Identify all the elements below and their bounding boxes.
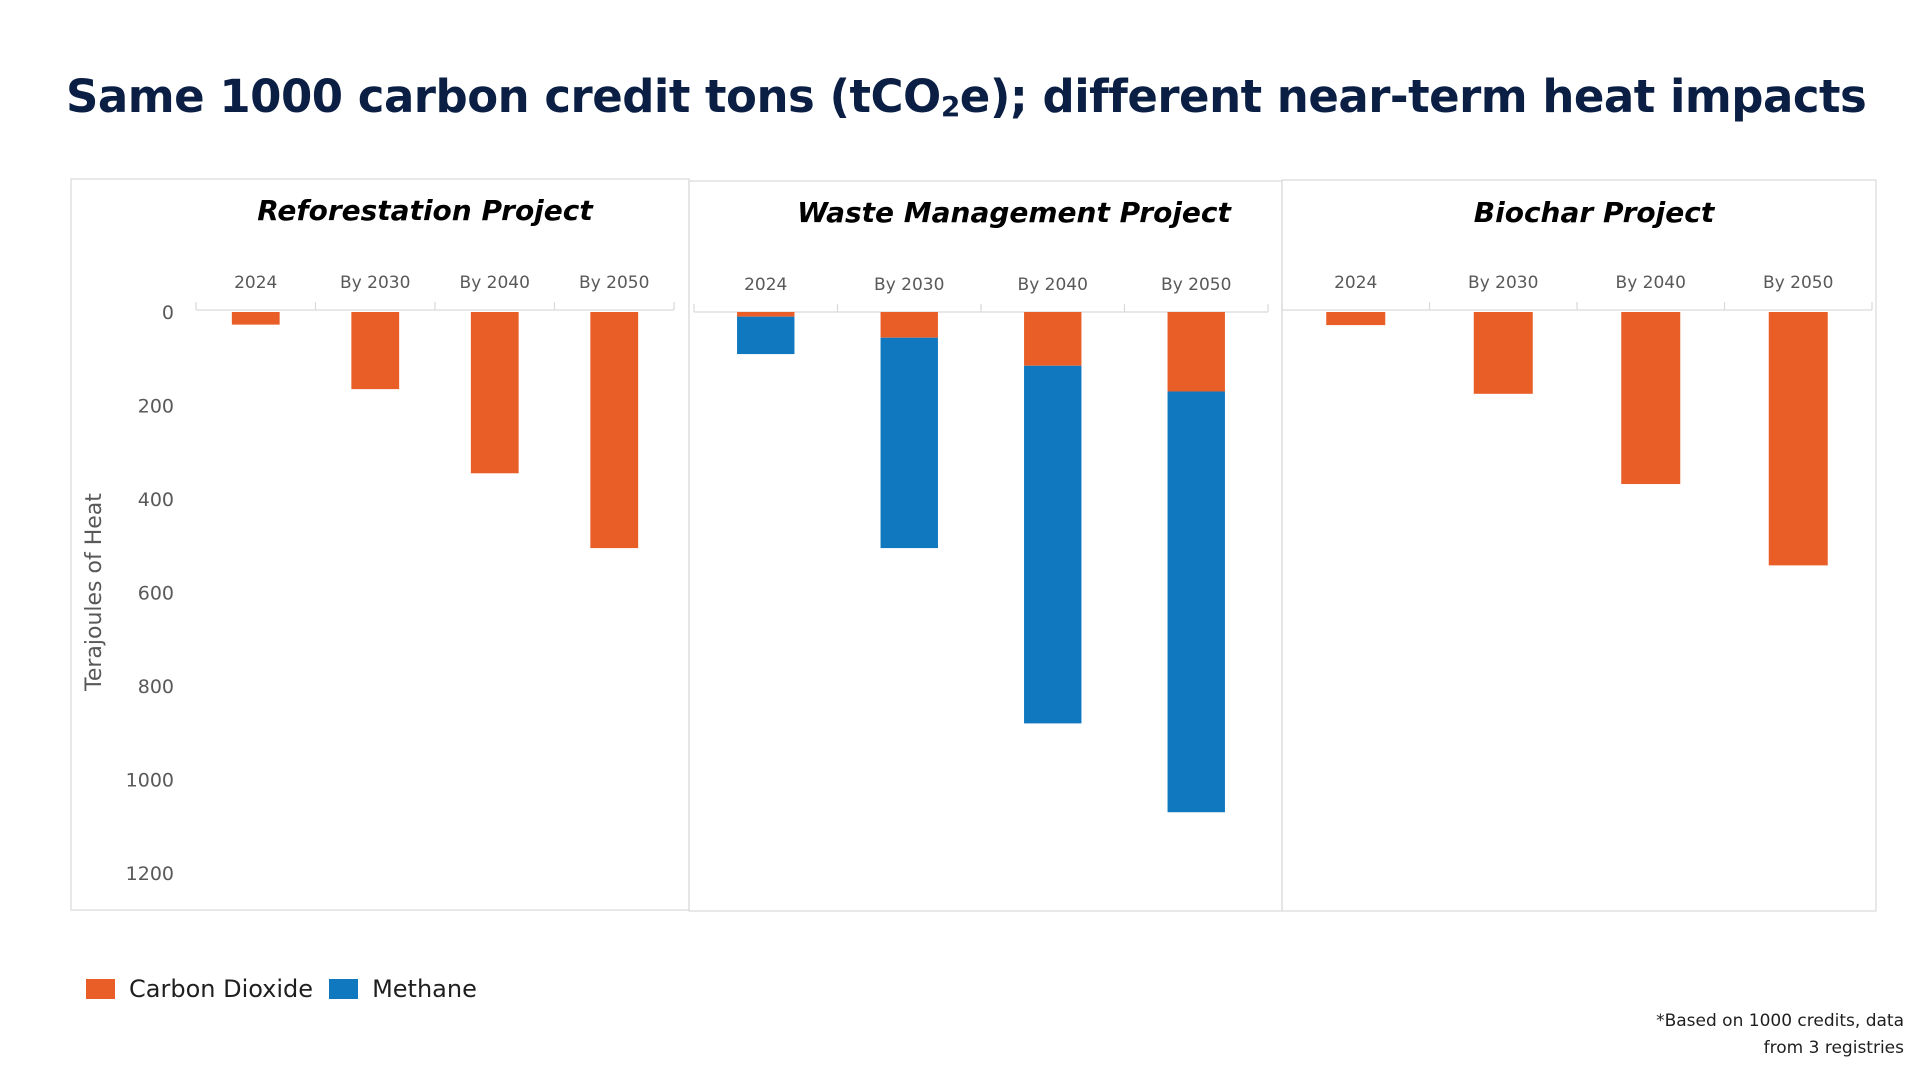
category-label-reforestation-project-by-2030: By 2030: [340, 273, 410, 293]
y-axis-title: Terajoules of Heat: [82, 493, 107, 692]
category-label-biochar-project-2024: 2024: [1334, 273, 1377, 293]
bar-waste-management-project-by-2040-carbon-dioxide: [1024, 312, 1082, 366]
page-title: Same 1000 carbon credit tons (tCO2e); di…: [66, 70, 1867, 123]
footnote: *Based on 1000 credits, data from 3 regi…: [1656, 1008, 1904, 1062]
y-tick-label: 1200: [126, 863, 174, 885]
category-label-biochar-project-by-2030: By 2030: [1468, 273, 1538, 293]
panel-title-waste-management-project: Waste Management Project: [797, 196, 1232, 229]
panel-title-biochar-project: Biochar Project: [1474, 196, 1716, 229]
panel-title-reforestation-project: Reforestation Project: [257, 194, 594, 227]
category-label-reforestation-project-2024: 2024: [234, 273, 277, 293]
bar-waste-management-project-by-2050-methane: [1167, 391, 1225, 813]
bar-biochar-project-by-2040-carbon-dioxide: [1621, 312, 1681, 485]
y-tick-label: 1000: [126, 770, 174, 792]
legend-swatch-methane: [329, 979, 359, 999]
bar-waste-management-project-by-2050-carbon-dioxide: [1167, 312, 1225, 392]
legend-label-carbon-dioxide: Carbon Dioxide: [129, 975, 314, 1003]
legend-item-methane: Methane: [329, 975, 477, 1003]
legend-item-carbon-dioxide: Carbon Dioxide: [86, 975, 313, 1003]
bar-waste-management-project-2024-carbon-dioxide: [737, 312, 795, 317]
category-label-reforestation-project-by-2050: By 2050: [579, 273, 649, 293]
legend-label-methane: Methane: [372, 975, 477, 1003]
bar-waste-management-project-by-2030-methane: [880, 337, 938, 549]
title-subscript: 2: [940, 90, 960, 123]
y-tick-label: 200: [138, 396, 174, 418]
category-label-waste-management-project-2024: 2024: [744, 275, 787, 295]
title-prefix: Same 1000 carbon credit tons (tCO: [66, 70, 941, 123]
category-label-biochar-project-by-2050: By 2050: [1763, 273, 1833, 293]
panel-border-3: [1281, 179, 1877, 912]
y-tick-label: 600: [138, 583, 174, 605]
bar-waste-management-project-by-2030-carbon-dioxide: [880, 312, 938, 338]
category-label-waste-management-project-by-2050: By 2050: [1161, 275, 1231, 295]
bar-reforestation-project-2024-carbon-dioxide: [231, 312, 280, 325]
category-label-waste-management-project-by-2040: By 2040: [1018, 275, 1088, 295]
bar-reforestation-project-by-2040-carbon-dioxide: [470, 312, 519, 474]
bar-reforestation-project-by-2050-carbon-dioxide: [590, 312, 639, 549]
bar-waste-management-project-2024-methane: [737, 316, 795, 355]
y-tick-label: 400: [138, 489, 174, 511]
title-suffix: e); different near-term heat impacts: [959, 70, 1867, 123]
category-label-waste-management-project-by-2030: By 2030: [874, 275, 944, 295]
legend-swatch-carbon-dioxide: [86, 979, 115, 999]
category-label-reforestation-project-by-2040: By 2040: [460, 273, 530, 293]
y-tick-label: 0: [162, 302, 174, 324]
footnote-line-1: *Based on 1000 credits, data: [1656, 1011, 1904, 1031]
bar-biochar-project-by-2050-carbon-dioxide: [1768, 312, 1828, 566]
bar-biochar-project-by-2030-carbon-dioxide: [1473, 312, 1533, 394]
bar-waste-management-project-by-2040-methane: [1024, 365, 1082, 724]
footnote-line-2: from 3 registries: [1763, 1038, 1904, 1058]
category-label-biochar-project-by-2040: By 2040: [1616, 273, 1686, 293]
bar-biochar-project-2024-carbon-dioxide: [1326, 312, 1386, 326]
legend: Carbon Dioxide Methane: [86, 975, 477, 1003]
bar-reforestation-project-by-2030-carbon-dioxide: [351, 312, 400, 390]
y-tick-label: 800: [138, 676, 174, 698]
